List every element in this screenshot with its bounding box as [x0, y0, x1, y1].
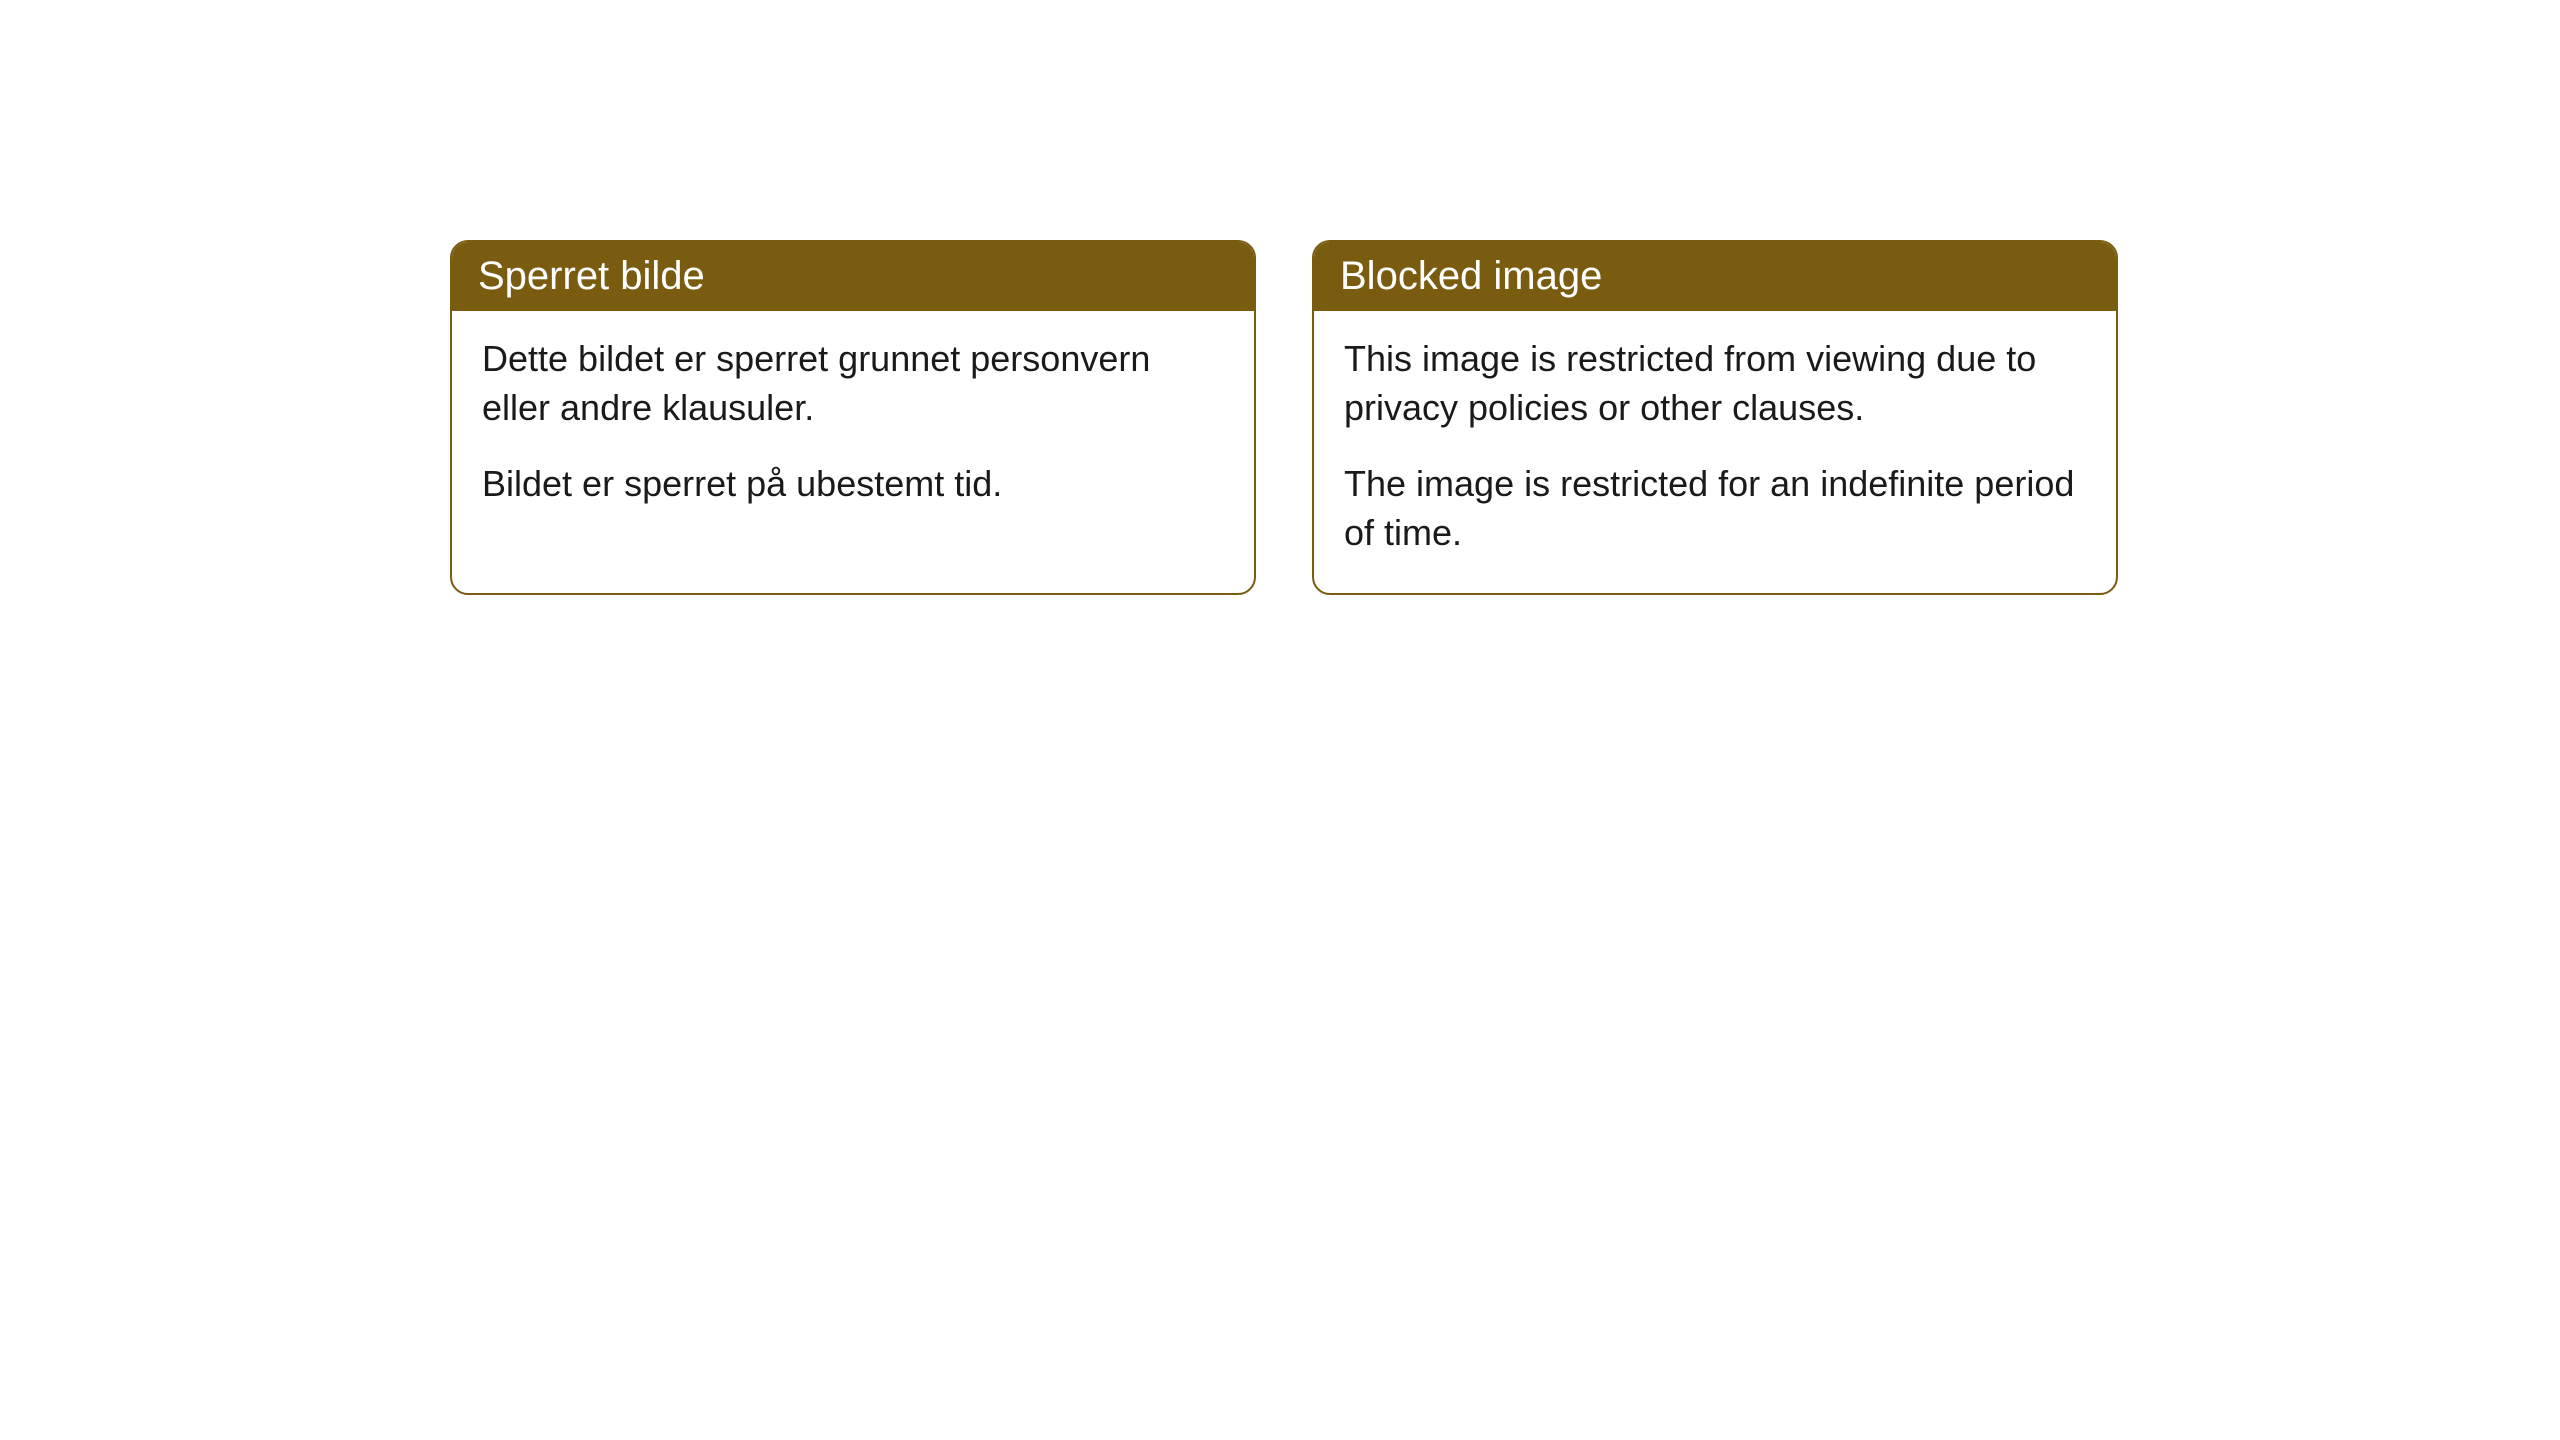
blocked-image-card-norwegian: Sperret bilde Dette bildet er sperret gr… [450, 240, 1256, 595]
card-paragraph: Bildet er sperret på ubestemt tid. [482, 460, 1224, 509]
card-title: Sperret bilde [478, 254, 705, 298]
card-body: This image is restricted from viewing du… [1314, 311, 2116, 593]
notice-cards-container: Sperret bilde Dette bildet er sperret gr… [450, 240, 2560, 595]
card-paragraph: The image is restricted for an indefinit… [1344, 460, 2086, 557]
card-title: Blocked image [1340, 254, 1602, 298]
card-paragraph: This image is restricted from viewing du… [1344, 335, 2086, 432]
card-body: Dette bildet er sperret grunnet personve… [452, 311, 1254, 545]
card-header: Blocked image [1314, 242, 2116, 311]
blocked-image-card-english: Blocked image This image is restricted f… [1312, 240, 2118, 595]
card-header: Sperret bilde [452, 242, 1254, 311]
card-paragraph: Dette bildet er sperret grunnet personve… [482, 335, 1224, 432]
